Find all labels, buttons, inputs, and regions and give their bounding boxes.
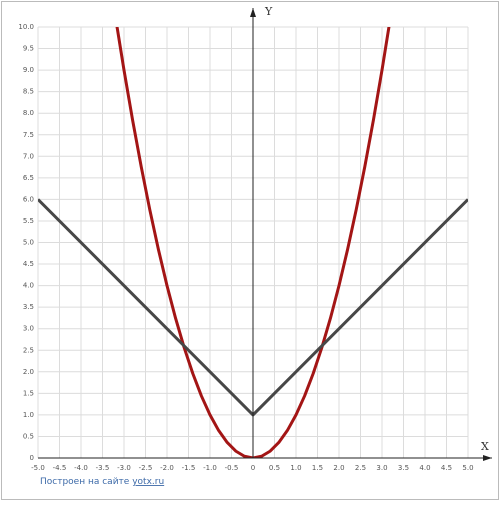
x-tick-label: -5.0 xyxy=(31,464,45,472)
axes: -5.0 -4.5 -4.0 -3.5 -3.0 -2.5 -2.0 -1.5 -1.0 -0.5… xyxy=(18,8,492,472)
credit: Построен на сайте yotx.ru xyxy=(40,477,164,487)
x-axis-arrow xyxy=(483,455,492,461)
y-tick-label: 6.5 xyxy=(23,174,34,182)
x-tick-label: -0.5 xyxy=(225,464,239,472)
x-tick-label: -4.5 xyxy=(53,464,67,472)
y-tick-label: 9.5 xyxy=(23,45,34,53)
x-tick-label: -2.0 xyxy=(160,464,174,472)
y-tick-label: 8.0 xyxy=(23,109,34,117)
y-tick-label: 0 xyxy=(30,454,34,462)
y-tick-label: 4.5 xyxy=(23,260,34,268)
credit-link[interactable]: yotx.ru xyxy=(132,477,164,487)
y-tick-label: 1.5 xyxy=(23,389,34,397)
y-tick-label: 5.0 xyxy=(23,239,34,247)
y-axis-label: Y xyxy=(264,5,273,18)
x-tick-label: -3.0 xyxy=(117,464,131,472)
x-tick-label: 4.0 xyxy=(419,464,430,472)
y-tick-label: 2.0 xyxy=(23,368,34,376)
x-tick-label: -3.5 xyxy=(96,464,110,472)
x-tick-label: 1.5 xyxy=(312,464,323,472)
y-tick-label: 9.0 xyxy=(23,66,34,74)
y-tick-label: 0.5 xyxy=(23,432,34,440)
y-tick-label: 2.5 xyxy=(23,346,34,354)
x-tick-label: 0 xyxy=(251,464,255,472)
x-tick-label: -1.0 xyxy=(203,464,217,472)
x-tick-label: 2.5 xyxy=(355,464,366,472)
y-tick-label: 10.0 xyxy=(18,23,34,31)
x-tick-label: 5.0 xyxy=(462,464,473,472)
y-axis-arrow xyxy=(250,8,256,17)
y-tick-label: 4.0 xyxy=(23,282,34,290)
x-tick-label: 3.5 xyxy=(398,464,409,472)
x-tick-label: 4.5 xyxy=(441,464,452,472)
y-tick-label: 1.0 xyxy=(23,411,34,419)
x-tick-label: 1.0 xyxy=(290,464,301,472)
line xyxy=(115,27,391,458)
y-tick-label: 7.0 xyxy=(23,152,34,160)
x-tick-label: 3.0 xyxy=(376,464,387,472)
x-axis-label: X xyxy=(481,440,489,453)
x-tick-label: -4.0 xyxy=(74,464,88,472)
y-tick-label: 3.0 xyxy=(23,325,34,333)
x-tick-label: -1.5 xyxy=(182,464,196,472)
y-tick-label: 5.5 xyxy=(23,217,34,225)
y-tick-label: 3.5 xyxy=(23,303,34,311)
x-tick-label: 0.5 xyxy=(269,464,280,472)
y-tick-label: 6.0 xyxy=(23,195,34,203)
y-tick-label: 8.5 xyxy=(23,88,34,96)
x-tick-label: -2.5 xyxy=(139,464,153,472)
credit-prefix: Построен на сайте xyxy=(40,477,130,487)
x-tick-label: 2.0 xyxy=(333,464,344,472)
y-tick-label: 7.5 xyxy=(23,131,34,139)
